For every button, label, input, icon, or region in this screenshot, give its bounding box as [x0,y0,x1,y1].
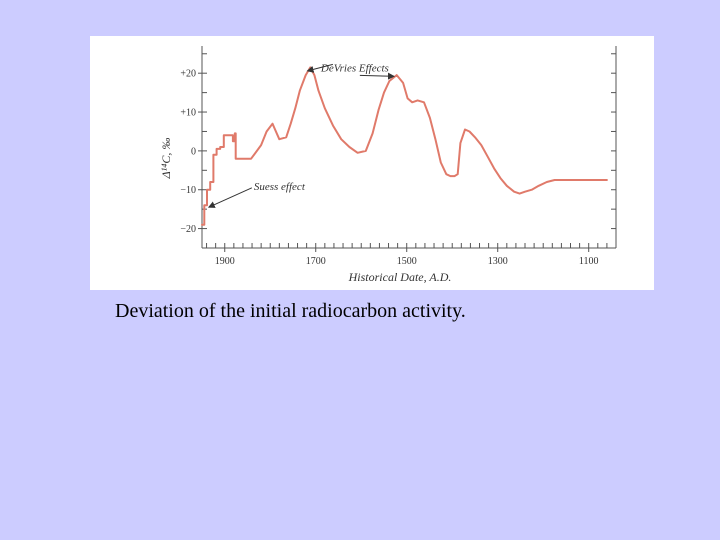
x-tick-label: 1500 [397,256,417,267]
suess-arrow [207,187,253,208]
slide-caption: Deviation of the initial radiocarbon act… [115,300,466,322]
devries-arrow-left [306,63,333,73]
y-axis-ticks: +20 +10 0 −10 −20 [180,69,202,235]
x-tick-label: 1700 [306,256,326,267]
series-layer [201,66,608,226]
annotation-layer: DeVries Effects Suess effect [207,62,395,208]
y-tick-label: 0 [191,146,196,157]
chart-figure: +20 +10 0 −10 −20 1900 1700 1500 1300 1100 DeVri… [90,36,654,290]
y-tick-label: −20 [180,224,196,235]
radiocarbon-deviation-chart: +20 +10 0 −10 −20 1900 1700 1500 1300 1100 DeVri… [159,46,617,284]
annotation-suess: Suess effect [254,181,306,193]
y-axis-label: Δ¹⁴C, ‰ [159,138,173,180]
x-tick-label: 1900 [215,256,235,267]
plot-frame [201,46,617,249]
series-line [201,66,608,226]
y-tick-label: +20 [180,69,196,80]
x-axis-label: Historical Date, A.D. [348,270,452,284]
x-tick-label: 1100 [579,256,599,267]
y-tick-label: −10 [180,185,196,196]
devries-arrow-right [359,72,395,80]
y-tick-label: +10 [180,108,196,119]
x-tick-label: 1300 [488,256,508,267]
x-axis-ticks: 1900 1700 1500 1300 1100 [215,248,599,267]
annotation-devries: DeVries Effects [320,62,389,74]
